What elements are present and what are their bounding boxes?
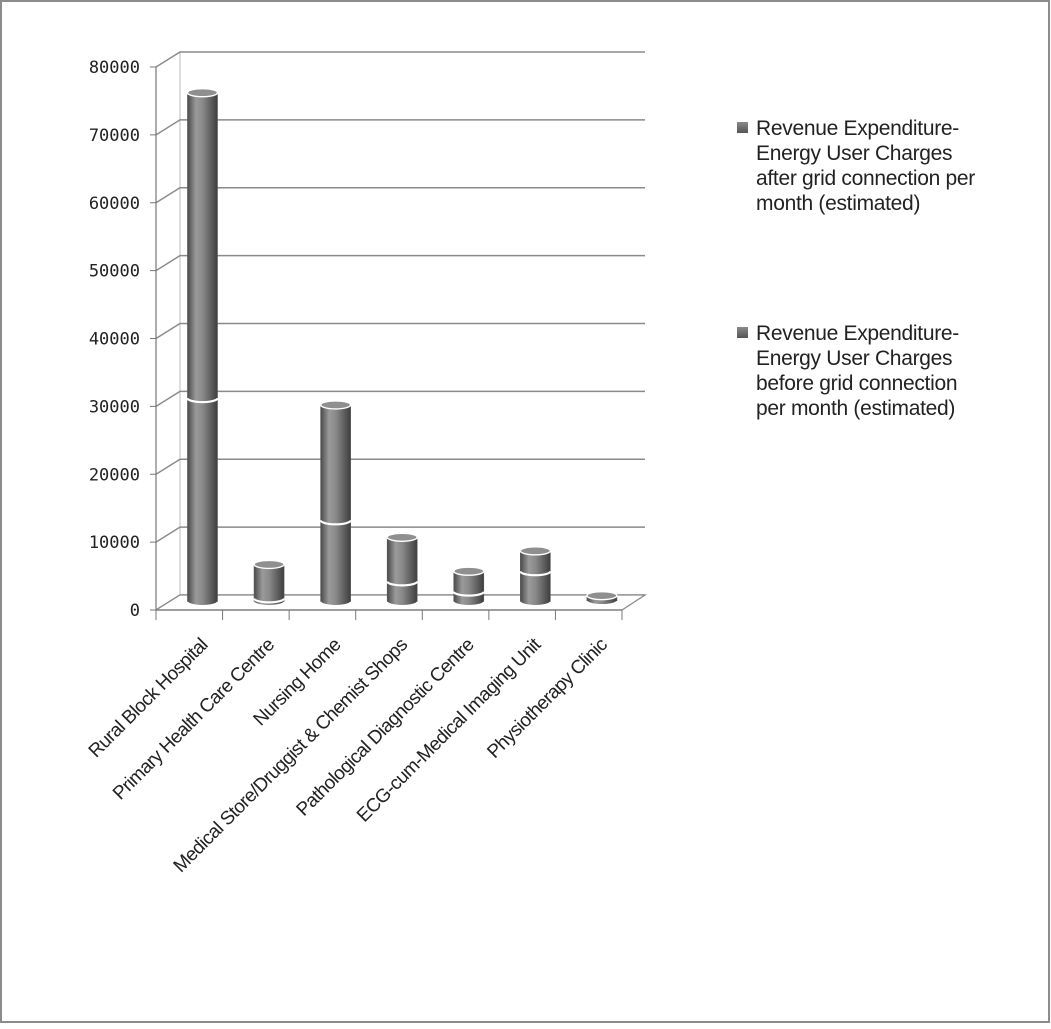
legend: Revenue Expenditure-Energy User Chargesa… [737,117,976,420]
bar-segment-before [187,397,218,607]
gridline [155,254,645,272]
bar-top-cap [386,532,418,542]
bar-seam [386,580,419,587]
bar-seam [186,397,219,404]
gridline [155,526,645,543]
y-tick-label: 70000 [89,126,140,146]
legend-label-line: before grid connection [756,372,957,395]
bar-top-cap [519,546,552,556]
legend-label-line: Energy User Charges [756,347,952,370]
bar-top-cap [586,590,618,601]
y-tick-label: 10000 [89,533,140,553]
y-tick-label: 30000 [89,397,140,417]
gridline [155,458,645,475]
bar-seam [452,591,485,597]
bar-base-rim [386,601,418,607]
bar-seam [519,570,552,577]
bar-base-rim [586,601,618,607]
legend-swatch [737,327,748,338]
legend-label-line: after grid connection per [756,167,975,190]
legend-label-line: Revenue Expenditure- [756,322,959,345]
y-tick-label: 0 [130,601,140,621]
legend-label-line: per month (estimated) [756,397,955,420]
bar-seam [319,519,352,526]
bar-segment-after [253,564,285,603]
y-tick-label: 40000 [89,330,140,350]
gridline [155,322,645,340]
y-tick-label: 80000 [89,58,140,78]
bar-base-rim [186,601,219,607]
bar-top-cap [186,87,219,98]
bar-segment-before [320,520,351,607]
y-tick-label: 60000 [89,194,140,214]
bar-seam [252,597,286,604]
gridline [155,187,645,204]
bar-segment-after [320,404,351,525]
bar-segment-after [386,536,418,586]
legend-label-line: Revenue Expenditure- [756,117,959,140]
bar-top-cap [253,559,285,570]
y-tick-label: 20000 [89,465,140,485]
bar-segment-after [187,92,218,403]
y-tick-label: 50000 [89,262,140,282]
legend-label-line: Energy User Charges [756,142,952,165]
bar-base-rim [452,601,485,607]
legend-label-line: month (estimated) [756,192,920,215]
bar-segment-before [520,570,551,607]
bar-base-rim [319,601,352,607]
bar-top-cap [319,400,352,410]
gridline [155,119,645,136]
gridline [155,51,645,68]
bar-base-rim [253,601,285,607]
legend-swatch [737,122,748,133]
bar-top-cap [453,566,485,576]
gridline [155,390,645,407]
bar-base-rim [519,601,552,607]
